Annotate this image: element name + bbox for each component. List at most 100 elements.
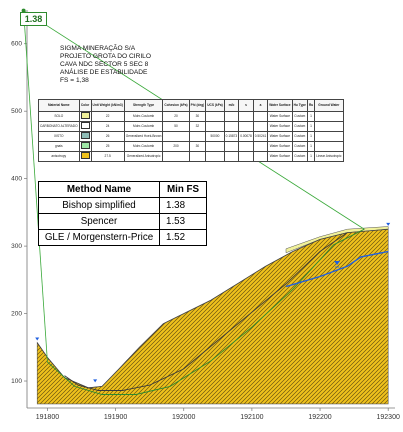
materials-cell: [252, 121, 269, 132]
materials-header-cell: Ru: [306, 99, 316, 112]
method-name-spencer: Spencer: [38, 213, 160, 230]
materials-cell: Custom: [291, 121, 308, 132]
materials-cell: [223, 141, 240, 152]
materials-cell: [205, 111, 225, 122]
materials-cell: 30: [188, 141, 207, 152]
materials-cell: [314, 121, 344, 132]
materials-header-cell: s: [238, 99, 254, 112]
materials-cell: Mohr-Coulomb: [123, 111, 164, 122]
materials-cell: 50000: [205, 131, 225, 142]
color-swatch-icon: [80, 132, 90, 140]
x-tick-label: 192000: [172, 414, 195, 421]
y-tick-label: 100: [11, 378, 22, 385]
materials-cell: Custom: [291, 151, 308, 162]
color-swatch-icon: [80, 152, 90, 160]
materials-cell: Water Surface: [267, 141, 293, 152]
materials-cell: Generalized Hoek-Brown: [123, 131, 164, 142]
materials-cell: Water Surface: [267, 151, 293, 162]
materials-row: XISTO 26 Generalized Hoek-Brown 50000 0.1587…: [38, 131, 344, 142]
ground-surface-line: [36, 228, 389, 389]
y-tick-label: 600: [11, 41, 22, 48]
methods-table-header: Method Name Min FS: [38, 181, 207, 198]
material-color-swatch: [78, 151, 92, 162]
materials-cell: 20: [162, 111, 190, 122]
materials-cell: SOLO: [38, 111, 80, 122]
materials-cell: 1: [306, 111, 316, 122]
materials-header-cell: Strength Type: [123, 99, 164, 112]
color-swatch-icon: [80, 122, 90, 130]
material-color-swatch: [78, 121, 92, 132]
materials-cell: [252, 141, 269, 152]
color-swatch-icon: [80, 112, 90, 120]
min-fs-gle: 1.52: [159, 229, 207, 246]
materials-cell: [223, 121, 240, 132]
materials-row: CARBONATO ALTERADO 24 Mohr-Coulomb 50 32 Wate…: [38, 121, 344, 132]
y-tick-label: 400: [11, 176, 22, 183]
water-table-line: [285, 250, 389, 288]
x-tick-label: 192100: [240, 414, 263, 421]
boundary-marker-2: [386, 222, 391, 226]
materials-cell: 50: [162, 121, 190, 132]
y-tick-label: 200: [11, 311, 22, 318]
materials-header-cell: Phi (deg): [188, 99, 207, 112]
materials-row: anisotropy 27.5 Generalized Anisotropic Wat…: [38, 151, 344, 162]
materials-cell: 1: [306, 131, 316, 142]
title-line-2: PROJETO GROTA DO CIRILO: [60, 53, 151, 60]
fan-line-1: [23, 10, 48, 363]
materials-header-cell: m/b: [223, 99, 240, 112]
title-line-3: CAVA NDC SECTOR 5 SEC 8: [60, 61, 149, 68]
materials-cell: Mohr-Coulomb: [123, 141, 164, 152]
factor-of-safety-label: 1.38: [20, 12, 47, 26]
boundary-markers: [35, 222, 391, 383]
material-color-swatch: [78, 131, 92, 142]
materials-table-header: Material Name Color Unit Weight (kN/m3) Str…: [38, 99, 344, 112]
x-tick-label: 192200: [308, 414, 331, 421]
materials-cell: [162, 131, 190, 142]
min-fs-header: Min FS: [159, 181, 207, 198]
method-name-header: Method Name: [38, 181, 160, 198]
material-color-swatch: [78, 111, 92, 122]
materials-header-cell: UCS (kPa): [205, 99, 225, 112]
methods-fs-table: Method Name Min FS Bishop simplified 1.3…: [38, 181, 207, 246]
materials-cell: 22: [90, 111, 125, 122]
min-fs-spencer: 1.53: [159, 213, 207, 230]
materials-header-cell: Hu Type: [291, 99, 308, 112]
materials-cell: anisotropy: [38, 151, 80, 162]
materials-cell: 1: [306, 151, 316, 162]
materials-header-cell: Material Name: [38, 99, 80, 112]
materials-cell: [205, 121, 225, 132]
materials-cell: Water Surface: [267, 111, 293, 122]
materials-cell: 1: [306, 141, 316, 152]
color-swatch-icon: [80, 142, 90, 150]
y-axis-ticks: 100 200 300 400 500 600: [11, 41, 27, 385]
y-tick-label: 300: [11, 243, 22, 250]
slip-center-point: [21, 8, 26, 13]
materials-cell: Generalized Anisotropic: [123, 151, 164, 162]
analysis-title-block: SIGMA MINERAÇÃO S/A PROJETO GROTA DO CIR…: [60, 45, 151, 85]
materials-cell: [205, 151, 225, 162]
materials-cell: Custom: [291, 111, 308, 122]
materials-cell: 200: [162, 141, 190, 152]
materials-cell: Water Surface: [267, 121, 293, 132]
title-line-1: SIGMA MINERAÇÃO S/A: [60, 45, 136, 52]
materials-cell: [238, 121, 254, 132]
materials-cell: [205, 141, 225, 152]
materials-cell: [223, 111, 240, 122]
y-tick-label: 500: [11, 108, 22, 115]
materials-cell: [238, 151, 254, 162]
materials-cell: Custom: [291, 131, 308, 142]
title-line-4: ANÁLISE DE ESTABILIDADE: [60, 69, 148, 76]
method-row: Spencer 1.53: [38, 213, 207, 230]
materials-cell: Mohr-Coulomb: [123, 121, 164, 132]
materials-cell: [223, 151, 240, 162]
material-color-swatch: [78, 141, 92, 152]
materials-cell: 32: [188, 121, 207, 132]
water-table-marker-icon: [334, 260, 341, 268]
x-tick-label: 192300: [377, 414, 400, 421]
x-axis-ticks: 191800 191900 192000 192100 192200 192300: [36, 408, 400, 421]
water-triangle: [334, 260, 341, 265]
materials-row: gnais 25 Mohr-Coulomb 200 30 Water Surface Cus…: [38, 141, 344, 152]
materials-cell: [238, 111, 254, 122]
materials-cell: 25: [90, 141, 125, 152]
